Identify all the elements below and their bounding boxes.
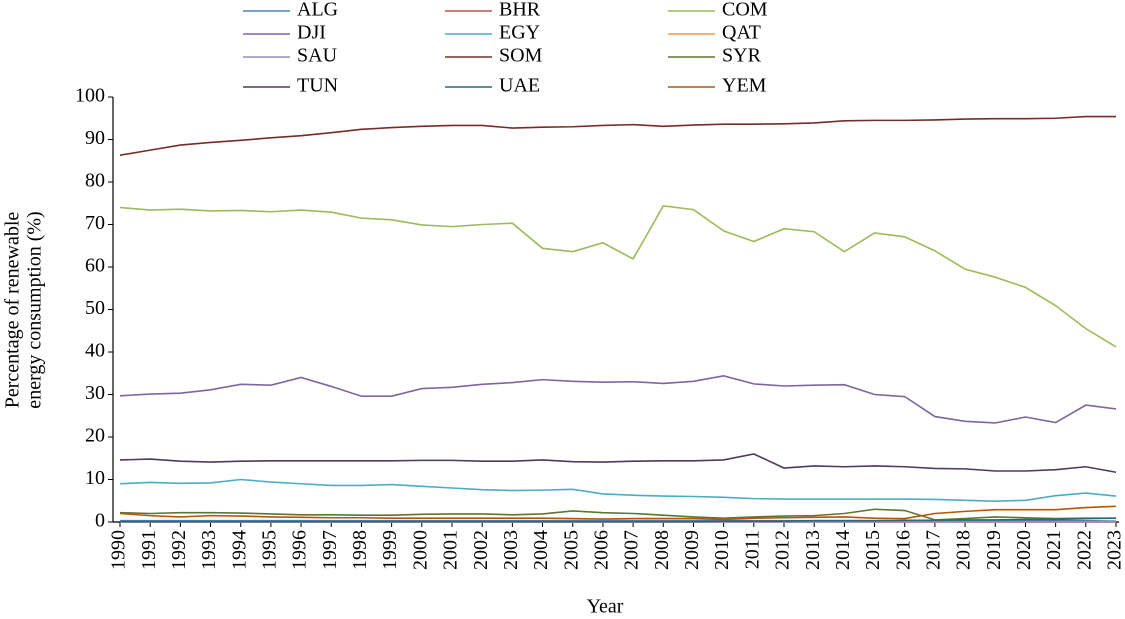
x-tick-label: 2014 (832, 530, 854, 570)
x-tick-label: 2003 (500, 530, 522, 570)
series-line (119, 374, 1117, 424)
x-tick-label: 2020 (1013, 530, 1035, 570)
y-axis-title-line: Percentage of renewable (2, 212, 24, 409)
y-tick-label: 40 (85, 340, 105, 362)
legend-label: EGY (499, 22, 540, 44)
x-tick-label: 2011 (741, 530, 763, 569)
legend-label: SOM (499, 45, 543, 67)
x-tick-label: 2004 (530, 530, 552, 570)
y-tick-label: 20 (85, 425, 105, 447)
y-axis-title: Percentage of renewable energy consumpti… (2, 211, 46, 408)
legend-label: TUN (297, 75, 338, 97)
y-tick-label: 70 (85, 212, 105, 234)
legend-label: BHR (499, 0, 541, 21)
x-tick-label: 2017 (923, 530, 945, 570)
series-line (119, 204, 1117, 348)
x-tick-label: 1999 (379, 530, 401, 570)
y-tick-label: 80 (85, 170, 105, 192)
x-tick-label: 1990 (108, 530, 130, 570)
series-line (119, 508, 1116, 521)
x-tick-label: 1998 (349, 530, 371, 570)
series-line (119, 453, 1117, 474)
legend-label: ALG (297, 0, 338, 21)
y-tick-label: 90 (85, 127, 105, 149)
x-tick-label: 2023 (1104, 530, 1125, 570)
x-tick-label: 1996 (289, 530, 311, 570)
y-tick-label: 0 (95, 510, 105, 532)
y-tick-label: 60 (85, 255, 105, 277)
x-tick-label: 1994 (228, 530, 250, 570)
x-tick-label: 2022 (1073, 530, 1095, 570)
x-tick-label: 1997 (319, 530, 341, 570)
y-tick-label: 50 (85, 297, 105, 319)
legend-label: SAU (297, 45, 338, 67)
x-axis-title: Year (587, 596, 624, 618)
legend-label: DJI (297, 22, 326, 44)
x-tick-label: 1991 (138, 530, 160, 570)
y-tick-label: 30 (85, 382, 105, 404)
series-line (119, 478, 1117, 502)
x-tick-label: 2016 (892, 530, 914, 570)
x-tick-label: 2009 (681, 530, 703, 570)
x-tick-label: 1992 (168, 530, 190, 570)
x-tick-label: 1995 (259, 530, 281, 570)
y-axis-title-line: energy consumption (%) (24, 211, 46, 408)
legend-label: COM (722, 0, 768, 21)
series-line (120, 517, 1117, 523)
x-tick-label: 2002 (470, 530, 492, 570)
x-tick-label: 2013 (802, 530, 824, 570)
series-line (119, 505, 1117, 521)
x-tick-label: 2021 (1043, 530, 1065, 570)
series-line (119, 115, 1116, 157)
x-tick-label: 2001 (440, 530, 462, 570)
x-tick-label: 2015 (862, 530, 884, 570)
x-tick-label: 2010 (711, 530, 733, 570)
y-tick-label: 100 (75, 85, 105, 107)
legend-label: YEM (722, 75, 767, 97)
x-tick-label: 2012 (772, 530, 794, 570)
x-tick-label: 2000 (409, 530, 431, 570)
x-tick-label: 2008 (651, 530, 673, 570)
x-tick-label: 2006 (591, 530, 613, 570)
x-tick-label: 1993 (198, 530, 220, 570)
legend-label: UAE (499, 75, 540, 97)
x-tick-label: 2007 (621, 530, 643, 570)
x-tick-label: 2018 (953, 530, 975, 570)
y-tick-label: 10 (85, 467, 105, 489)
legend-label: SYR (722, 45, 762, 67)
x-tick-label: 2005 (560, 530, 582, 570)
x-tick-label: 2019 (983, 530, 1005, 570)
legend-label: QAT (722, 22, 761, 44)
